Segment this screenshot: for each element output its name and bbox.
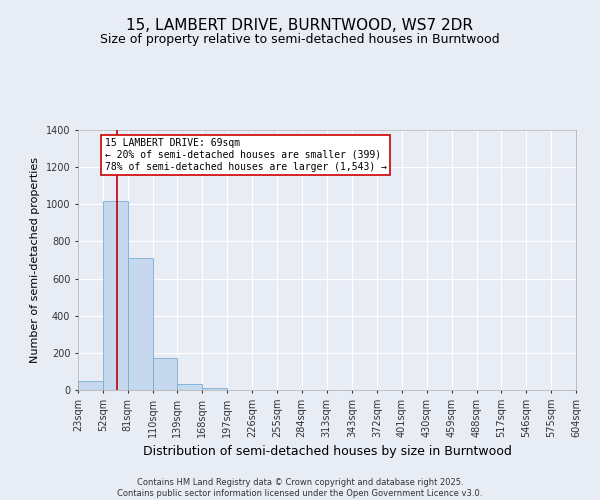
Text: Contains HM Land Registry data © Crown copyright and database right 2025.
Contai: Contains HM Land Registry data © Crown c… bbox=[118, 478, 482, 498]
Bar bbox=[202, 388, 227, 390]
Text: Size of property relative to semi-detached houses in Burntwood: Size of property relative to semi-detach… bbox=[100, 32, 500, 46]
Text: 15 LAMBERT DRIVE: 69sqm
← 20% of semi-detached houses are smaller (399)
78% of s: 15 LAMBERT DRIVE: 69sqm ← 20% of semi-de… bbox=[104, 138, 386, 172]
X-axis label: Distribution of semi-detached houses by size in Burntwood: Distribution of semi-detached houses by … bbox=[143, 446, 511, 458]
Text: 15, LAMBERT DRIVE, BURNTWOOD, WS7 2DR: 15, LAMBERT DRIVE, BURNTWOOD, WS7 2DR bbox=[127, 18, 473, 32]
Bar bbox=[103, 200, 128, 390]
Bar bbox=[128, 258, 152, 390]
Bar bbox=[78, 380, 103, 390]
Bar bbox=[152, 358, 178, 390]
Y-axis label: Number of semi-detached properties: Number of semi-detached properties bbox=[30, 157, 40, 363]
Bar bbox=[178, 384, 202, 390]
